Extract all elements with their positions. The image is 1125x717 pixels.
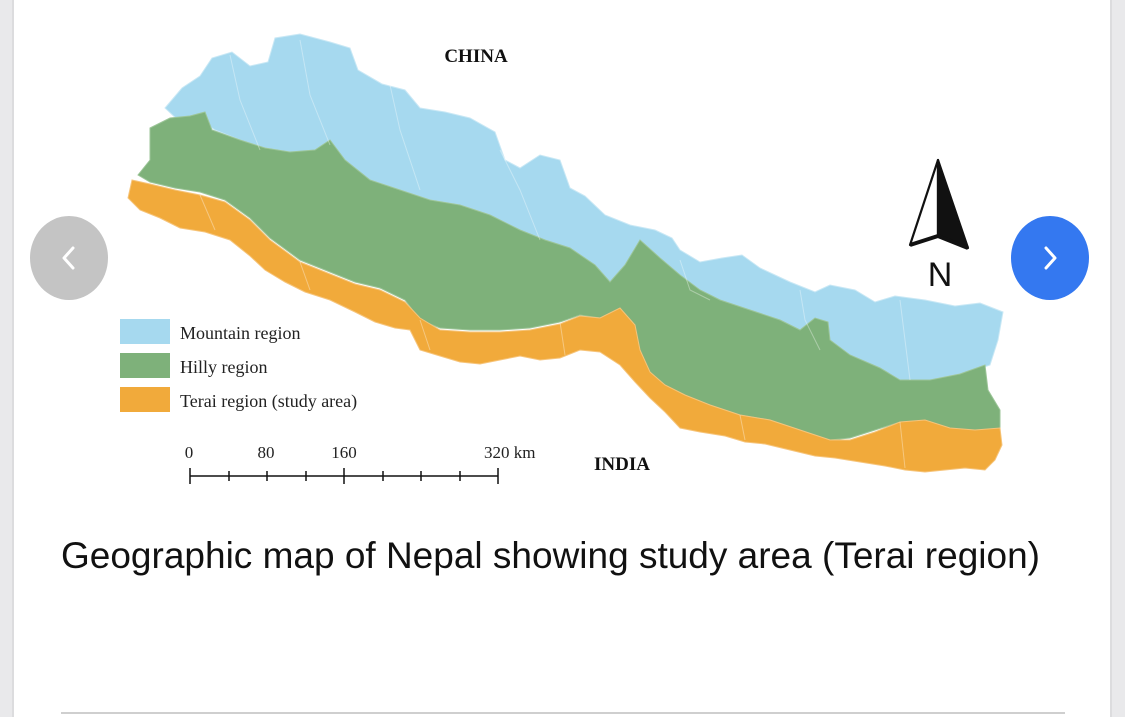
district-boundaries [199, 39, 911, 469]
map-image[interactable]: CHINA INDIA N Mountain region Hilly regi… [0, 0, 1125, 520]
chevron-left-icon [62, 246, 75, 270]
scale-tick-0: 0 [185, 443, 194, 462]
legend-label-terai: Terai region (study area) [180, 391, 357, 412]
map-legend: Mountain region Hilly region Terai regio… [120, 319, 357, 412]
scale-tick-80: 80 [258, 443, 275, 462]
scale-tick-320: 320 km [484, 443, 535, 462]
scale-tick-160: 160 [331, 443, 357, 462]
label-north: CHINA [444, 46, 508, 67]
hilly-region [137, 111, 1001, 441]
next-button[interactable] [1011, 216, 1089, 300]
legend-swatch-hilly [120, 353, 170, 378]
legend-swatch-terai [120, 387, 170, 412]
divider [61, 712, 1065, 714]
label-south: INDIA [594, 454, 650, 475]
legend-label-hilly: Hilly region [180, 357, 268, 377]
legend-label-mountain: Mountain region [180, 323, 300, 343]
image-caption: Geographic map of Nepal showing study ar… [61, 535, 1040, 576]
compass-label: N [928, 256, 953, 294]
card-right-edge [1110, 0, 1112, 717]
previous-button[interactable] [30, 216, 108, 300]
legend-swatch-mountain [120, 319, 170, 344]
north-arrow-icon [908, 158, 970, 250]
card-left-edge [12, 0, 14, 717]
chevron-right-icon [1044, 246, 1057, 270]
scale-bar [189, 468, 499, 484]
nepal-map: CHINA INDIA N Mountain region Hilly regi… [120, 33, 1004, 484]
terai-region [127, 179, 1003, 473]
